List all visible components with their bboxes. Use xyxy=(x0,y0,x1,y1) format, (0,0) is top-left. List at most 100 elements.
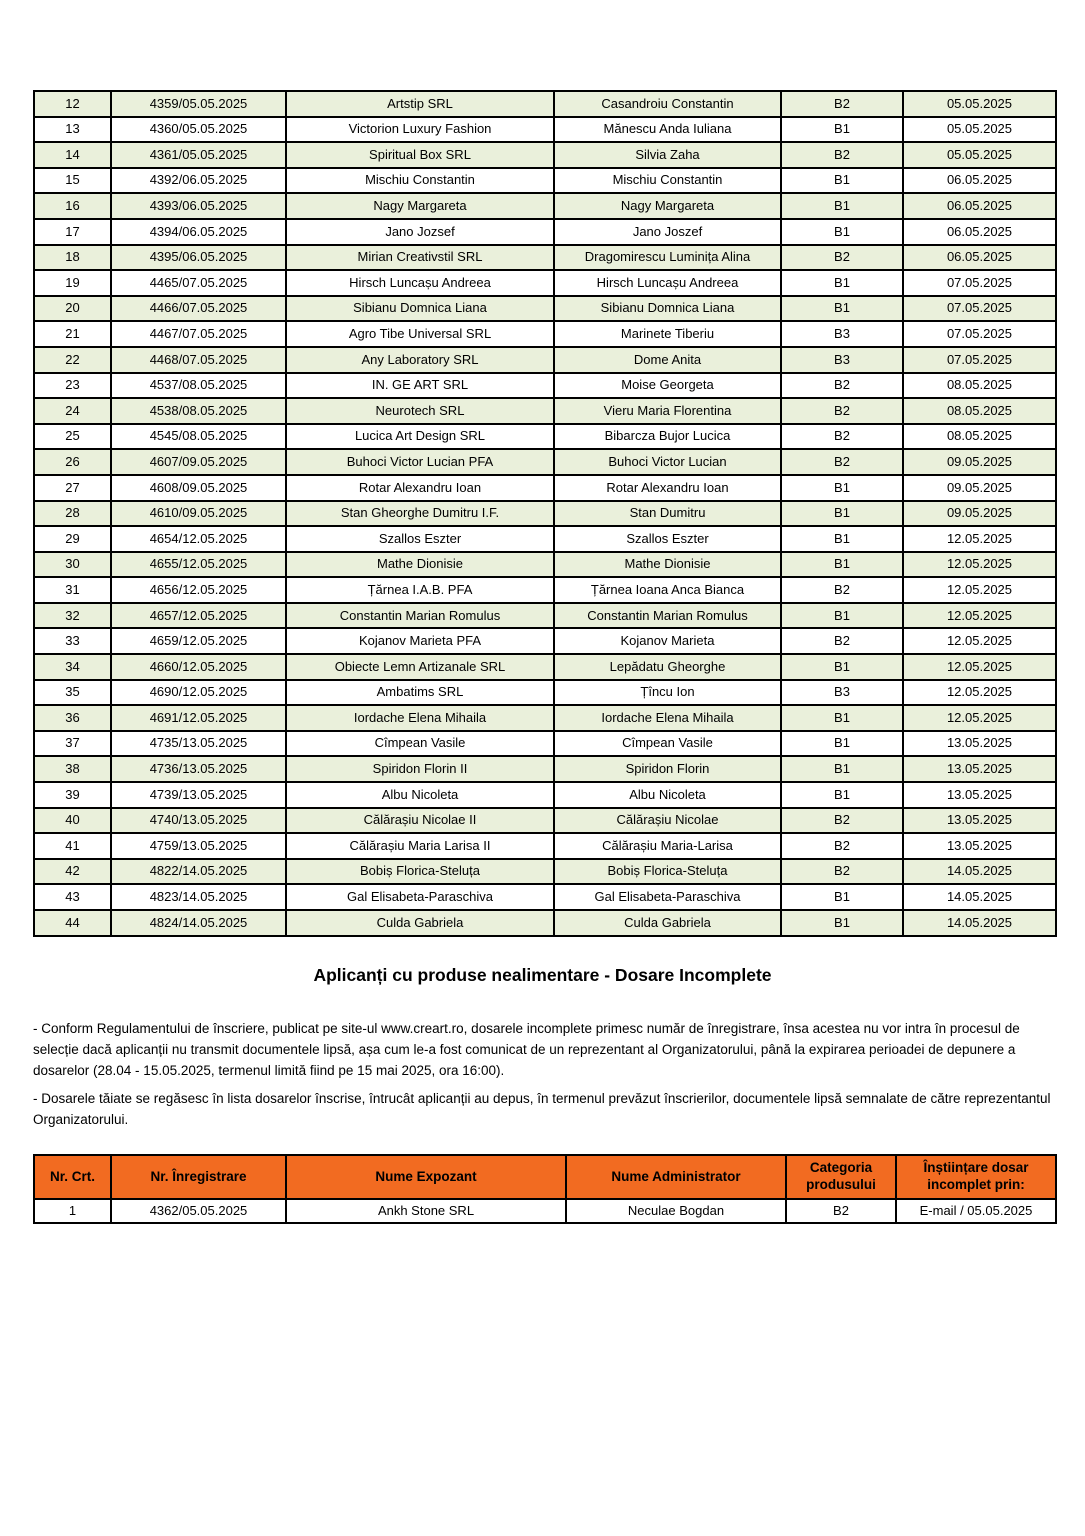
table-cell: 4392/06.05.2025 xyxy=(110,166,287,195)
table-row: 26 4607/09.05.2025 Buhoci Victor Lucian PF… xyxy=(33,448,1057,476)
note-paragraph-2: - Dosarele tăiate se regăsesc în lista d… xyxy=(33,1090,1051,1127)
table-cell: B3 xyxy=(780,320,904,348)
table-cell: 4467/07.05.2025 xyxy=(110,320,287,348)
table-cell: Vieru Maria Florentina xyxy=(553,397,782,425)
table-cell: 4607/09.05.2025 xyxy=(110,448,287,476)
table-cell: 05.05.2025 xyxy=(902,115,1057,144)
table-cell: 27 xyxy=(33,473,112,502)
table-cell: Călărașiu Maria-Larisa xyxy=(553,832,782,860)
table-cell: 12.05.2025 xyxy=(902,653,1057,681)
table-row: 41 4759/13.05.2025 Călărașiu Maria Larisa … xyxy=(33,832,1057,860)
table-cell: Nagy Margareta xyxy=(553,192,782,220)
table-row: 13 4360/05.05.2025 Victorion Luxury Fashio… xyxy=(33,115,1057,144)
table-cell: 14 xyxy=(33,141,112,169)
table-cell: 4395/06.05.2025 xyxy=(110,243,287,272)
table-row: 19 4465/07.05.2025 Hirsch Luncașu Andreea H… xyxy=(33,269,1057,297)
table-cell: 4537/08.05.2025 xyxy=(110,371,287,400)
header-nr-inregistrare: Nr. Înregistrare xyxy=(110,1153,287,1200)
table-cell: 14.05.2025 xyxy=(902,857,1057,886)
table-cell: 13.05.2025 xyxy=(902,832,1057,860)
table-header-row: Nr. Crt. Nr. Înregistrare Nume Expozant … xyxy=(33,1153,1057,1200)
table-cell: Mathe Dionisie xyxy=(285,550,555,579)
table-cell: 29 xyxy=(33,525,112,553)
table-cell: B2 xyxy=(780,397,904,425)
table-cell: 4360/05.05.2025 xyxy=(110,115,287,144)
table-row: 35 4690/12.05.2025 Ambatims SRL Țîncu Ion B3… xyxy=(33,678,1057,707)
table-cell: Culda Gabriela xyxy=(285,909,555,937)
table-cell: Spiridon Florin II xyxy=(285,755,555,784)
table-cell: Culda Gabriela xyxy=(553,909,782,937)
table-cell: Obiecte Lemn Artizanale SRL xyxy=(285,653,555,681)
table-cell: Buhoci Victor Lucian xyxy=(553,448,782,476)
table-cell: Mischiu Constantin xyxy=(553,166,782,195)
table-cell: 17 xyxy=(33,217,112,246)
table-cell: Sibianu Domnica Liana xyxy=(285,294,555,323)
table-cell: B2 xyxy=(780,832,904,860)
table-cell: Lucica Art Design SRL xyxy=(285,422,555,451)
table-cell: 4659/12.05.2025 xyxy=(110,627,287,656)
table-cell: 05.05.2025 xyxy=(902,90,1057,118)
table-cell: B1 xyxy=(780,601,904,630)
table-cell: Mirian Creativstil SRL xyxy=(285,243,555,272)
header-instiintare-dosar: Înștiințare dosar incomplet prin: xyxy=(895,1153,1057,1200)
header-nume-administrator: Nume Administrator xyxy=(565,1153,787,1200)
table-cell: Lepădatu Gheorghe xyxy=(553,653,782,681)
table-cell: Ankh Stone SRL xyxy=(285,1197,567,1224)
table-cell: 14.05.2025 xyxy=(902,909,1057,937)
section-title: Aplicanți cu produse nealimentare - Dosa… xyxy=(313,964,772,985)
table-cell: B1 xyxy=(780,217,904,246)
table-cell: Constantin Marian Romulus xyxy=(553,601,782,630)
table-cell: 06.05.2025 xyxy=(902,217,1057,246)
table-cell: 33 xyxy=(33,627,112,656)
table-cell: Călărașiu Nicolae II xyxy=(285,806,555,835)
table-cell: B2 xyxy=(780,371,904,400)
table-cell: Albu Nicoleta xyxy=(285,781,555,809)
table-cell: 18 xyxy=(33,243,112,272)
incomplete-dossiers-table: Nr. Crt. Nr. Înregistrare Nume Expozant … xyxy=(33,1153,1057,1224)
table-cell: 4545/08.05.2025 xyxy=(110,422,287,451)
table-cell: 12.05.2025 xyxy=(902,704,1057,732)
table-cell: 32 xyxy=(33,601,112,630)
table-cell: 4362/05.05.2025 xyxy=(110,1197,287,1224)
table-cell: Kojanov Marieta PFA xyxy=(285,627,555,656)
table-row: 44 4824/14.05.2025 Culda Gabriela Culda Gab… xyxy=(33,909,1057,937)
table-cell: Kojanov Marieta xyxy=(553,627,782,656)
table-cell: 26 xyxy=(33,448,112,476)
table-cell: Szallos Eszter xyxy=(553,525,782,553)
table-cell: Ambatims SRL xyxy=(285,678,555,707)
table-row: 34 4660/12.05.2025 Obiecte Lemn Artizanale… xyxy=(33,653,1057,681)
table-cell: B1 xyxy=(780,473,904,502)
header-nr-crt: Nr. Crt. xyxy=(33,1153,112,1200)
table-cell: Rotar Alexandru Ioan xyxy=(553,473,782,502)
table-cell: 16 xyxy=(33,192,112,220)
table-cell: Stan Gheorghe Dumitru I.F. xyxy=(285,499,555,528)
table-cell: B2 xyxy=(780,422,904,451)
table-cell: 12.05.2025 xyxy=(902,525,1057,553)
table-cell: 30 xyxy=(33,550,112,579)
table-cell: 1 xyxy=(33,1197,112,1224)
table-row: 36 4691/12.05.2025 Iordache Elena Mihaila I… xyxy=(33,704,1057,732)
table-cell: B1 xyxy=(780,704,904,732)
table-cell: Spiritual Box SRL xyxy=(285,141,555,169)
table-row: 30 4655/12.05.2025 Mathe Dionisie Mathe Dio… xyxy=(33,550,1057,579)
table-cell: 44 xyxy=(33,909,112,937)
table-cell: B3 xyxy=(780,345,904,374)
table-cell: Hirsch Luncașu Andreea xyxy=(553,269,782,297)
table-row: 39 4739/13.05.2025 Albu Nicoleta Albu Nicol… xyxy=(33,781,1057,809)
table-cell: Spiridon Florin xyxy=(553,755,782,784)
table-cell: 4657/12.05.2025 xyxy=(110,601,287,630)
table-cell: Neculae Bogdan xyxy=(565,1197,787,1224)
table-cell: 07.05.2025 xyxy=(902,320,1057,348)
table-row: 20 4466/07.05.2025 Sibianu Domnica Liana Si… xyxy=(33,294,1057,323)
table-cell: 07.05.2025 xyxy=(902,345,1057,374)
table-cell: Dragomirescu Luminița Alina xyxy=(553,243,782,272)
table-cell: 43 xyxy=(33,883,112,911)
table-row: 16 4393/06.05.2025 Nagy Margareta Nagy Marg… xyxy=(33,192,1057,220)
table-cell: 4466/07.05.2025 xyxy=(110,294,287,323)
table-cell: 4465/07.05.2025 xyxy=(110,269,287,297)
table-row: 23 4537/08.05.2025 IN. GE ART SRL Moise Geo… xyxy=(33,371,1057,400)
table-row: 38 4736/13.05.2025 Spiridon Florin II Spiri… xyxy=(33,755,1057,784)
table-cell: Gal Elisabeta-Paraschiva xyxy=(553,883,782,911)
table-cell: B2 xyxy=(780,627,904,656)
table-cell: Călărașiu Maria Larisa II xyxy=(285,832,555,860)
